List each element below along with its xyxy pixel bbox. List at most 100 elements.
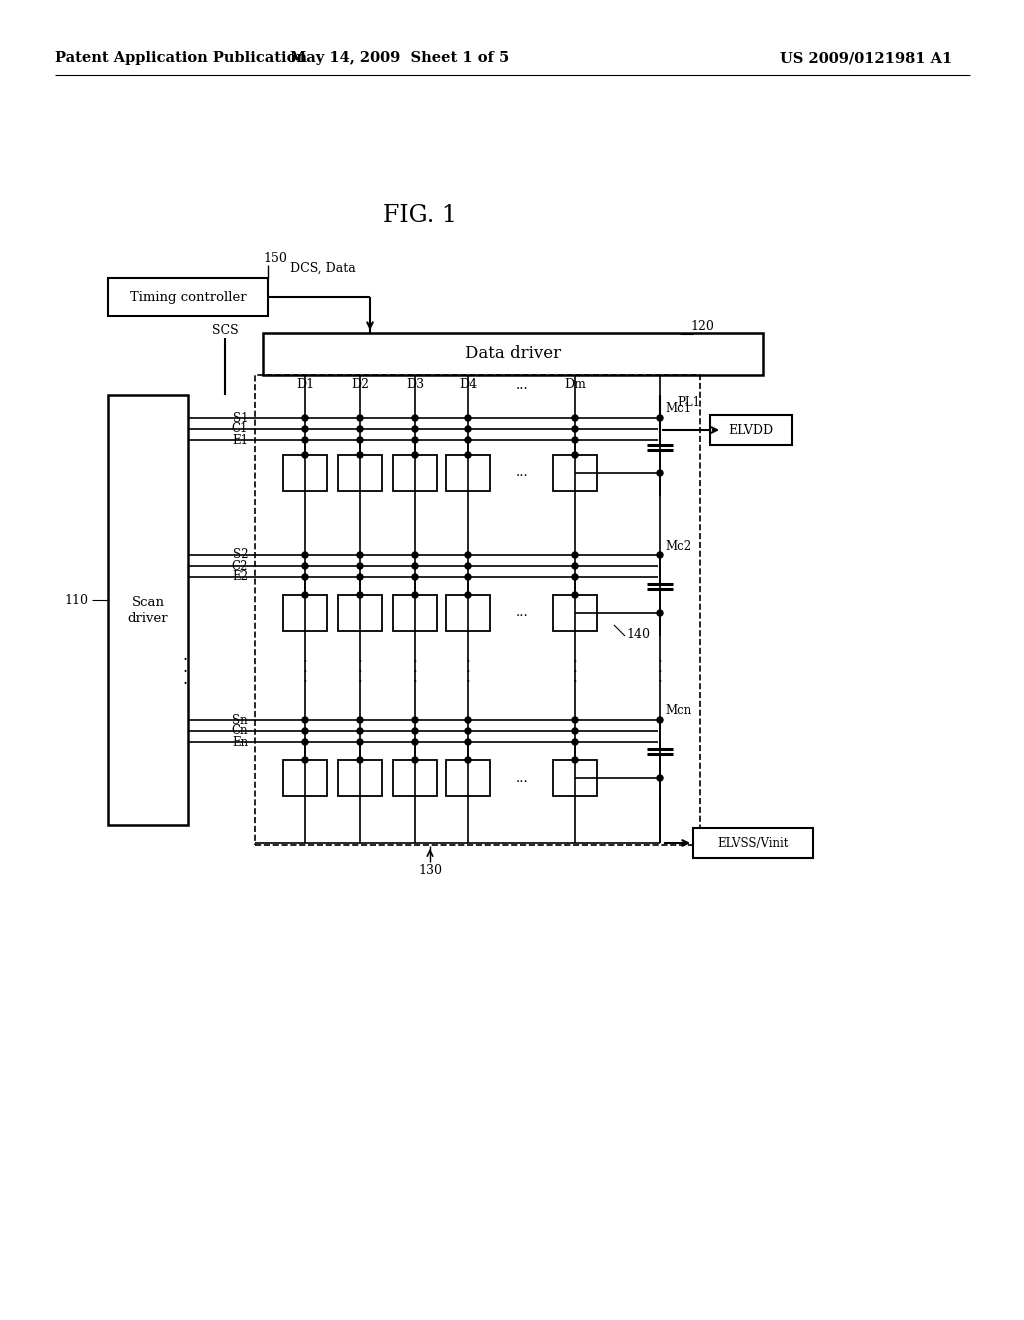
Bar	[553, 760, 597, 796]
Circle shape	[412, 564, 418, 569]
Circle shape	[357, 426, 362, 432]
Text: PL1: PL1	[677, 396, 700, 409]
Bar	[446, 760, 490, 796]
Circle shape	[465, 739, 471, 744]
Circle shape	[302, 574, 308, 579]
Circle shape	[465, 414, 471, 421]
Circle shape	[412, 739, 418, 744]
Circle shape	[572, 574, 578, 579]
Circle shape	[572, 426, 578, 432]
Text: 110: 110	[63, 594, 88, 606]
Text: 130: 130	[418, 863, 442, 876]
Circle shape	[302, 414, 308, 421]
Text: Cn: Cn	[231, 725, 248, 738]
Circle shape	[465, 756, 471, 763]
Circle shape	[412, 552, 418, 558]
Circle shape	[302, 437, 308, 444]
Text: DCS, Data: DCS, Data	[290, 261, 355, 275]
Circle shape	[357, 564, 362, 569]
Text: D3: D3	[406, 379, 424, 392]
Text: C1: C1	[231, 422, 248, 436]
Bar	[283, 760, 327, 796]
Bar	[393, 455, 437, 491]
Circle shape	[572, 437, 578, 444]
Circle shape	[412, 756, 418, 763]
Circle shape	[465, 426, 471, 432]
Circle shape	[357, 574, 362, 579]
Circle shape	[302, 591, 308, 598]
Bar	[393, 760, 437, 796]
Text: 140: 140	[626, 628, 650, 642]
Circle shape	[302, 564, 308, 569]
Circle shape	[572, 756, 578, 763]
Text: Mcn: Mcn	[665, 705, 691, 718]
Text: ·: ·	[357, 665, 362, 678]
Circle shape	[572, 552, 578, 558]
Text: ·: ·	[657, 665, 663, 678]
Circle shape	[302, 426, 308, 432]
Text: ·: ·	[413, 665, 418, 678]
Bar	[710, 414, 792, 445]
Circle shape	[572, 414, 578, 421]
Circle shape	[465, 729, 471, 734]
Text: D1: D1	[296, 379, 314, 392]
Text: ·: ·	[182, 676, 187, 693]
Text: ·: ·	[302, 655, 307, 669]
Text: 150: 150	[263, 252, 287, 264]
Text: ·: ·	[182, 652, 187, 668]
Circle shape	[465, 564, 471, 569]
Circle shape	[412, 729, 418, 734]
Circle shape	[572, 729, 578, 734]
Text: Dm: Dm	[564, 379, 586, 392]
Text: ...: ...	[516, 771, 528, 784]
Circle shape	[302, 739, 308, 744]
Text: ·: ·	[357, 655, 362, 669]
Circle shape	[412, 717, 418, 723]
Circle shape	[657, 717, 663, 723]
Circle shape	[412, 426, 418, 432]
Circle shape	[357, 414, 362, 421]
Circle shape	[572, 591, 578, 598]
Circle shape	[357, 717, 362, 723]
Text: E1: E1	[232, 433, 248, 446]
Text: C2: C2	[231, 560, 248, 573]
Circle shape	[412, 574, 418, 579]
Circle shape	[412, 414, 418, 421]
Circle shape	[572, 451, 578, 458]
Text: ·: ·	[182, 664, 187, 681]
Text: ·: ·	[572, 655, 578, 669]
Circle shape	[357, 756, 362, 763]
Circle shape	[657, 470, 663, 477]
Text: S1: S1	[232, 412, 248, 425]
Text: ·: ·	[357, 675, 362, 689]
Text: E2: E2	[232, 570, 248, 583]
Circle shape	[357, 437, 362, 444]
Text: ELVSS/Vinit: ELVSS/Vinit	[718, 837, 788, 850]
Text: Scan: Scan	[131, 595, 165, 609]
Bar	[255, 375, 700, 845]
Text: ·: ·	[572, 675, 578, 689]
Circle shape	[657, 414, 663, 421]
Circle shape	[572, 717, 578, 723]
Text: D4: D4	[459, 379, 477, 392]
Circle shape	[302, 756, 308, 763]
Text: ·: ·	[657, 655, 663, 669]
Circle shape	[412, 591, 418, 598]
Circle shape	[465, 451, 471, 458]
Text: En: En	[231, 735, 248, 748]
Circle shape	[657, 775, 663, 781]
Circle shape	[302, 717, 308, 723]
Text: ...: ...	[516, 466, 528, 479]
Bar	[446, 455, 490, 491]
Text: D2: D2	[351, 379, 369, 392]
Text: US 2009/0121981 A1: US 2009/0121981 A1	[780, 51, 952, 65]
Bar	[338, 595, 382, 631]
Text: ·: ·	[466, 665, 470, 678]
Bar	[283, 455, 327, 491]
Circle shape	[357, 451, 362, 458]
Text: ·: ·	[413, 675, 418, 689]
Circle shape	[465, 717, 471, 723]
Bar	[108, 279, 268, 315]
Text: driver: driver	[128, 611, 168, 624]
Text: ·: ·	[413, 655, 418, 669]
